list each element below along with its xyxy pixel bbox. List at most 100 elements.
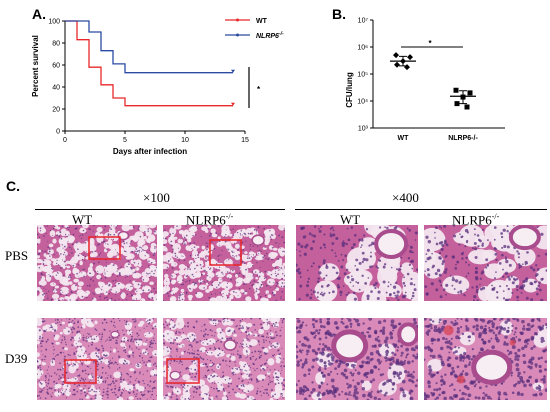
nucleus bbox=[278, 349, 280, 351]
nucleus bbox=[486, 395, 491, 400]
col-nlrp6-low-label: NLRP6-/- bbox=[186, 212, 234, 228]
nucleus bbox=[139, 398, 142, 400]
nucleus bbox=[165, 293, 167, 295]
nucleus bbox=[270, 381, 273, 383]
nucleus bbox=[45, 340, 48, 343]
nucleus bbox=[210, 250, 212, 252]
alveolar-space bbox=[65, 281, 70, 286]
nucleus bbox=[175, 348, 178, 351]
nucleus bbox=[75, 343, 77, 345]
alveolar-space bbox=[67, 295, 76, 301]
nucleus bbox=[116, 329, 119, 332]
nucleus bbox=[40, 285, 42, 287]
nucleus bbox=[215, 395, 218, 398]
nucleus bbox=[78, 374, 81, 377]
nucleus bbox=[528, 383, 533, 387]
nucleus bbox=[269, 380, 271, 382]
nucleus bbox=[399, 360, 403, 364]
nucleus bbox=[44, 355, 47, 358]
nucleus bbox=[45, 251, 47, 253]
nucleus bbox=[360, 246, 362, 249]
nucleus bbox=[305, 293, 309, 297]
nucleus bbox=[530, 347, 534, 350]
nucleus bbox=[478, 238, 481, 242]
nucleus bbox=[282, 299, 284, 301]
nucleus bbox=[127, 339, 130, 342]
nucleus bbox=[376, 267, 379, 270]
nucleus bbox=[214, 324, 217, 327]
nucleus bbox=[231, 353, 233, 355]
nucleus bbox=[82, 355, 85, 357]
nucleus bbox=[249, 287, 251, 290]
nucleus bbox=[174, 386, 177, 389]
nucleus bbox=[147, 228, 150, 230]
vessel bbox=[374, 229, 409, 259]
nucleus bbox=[91, 319, 93, 322]
nucleus bbox=[102, 391, 105, 394]
nucleus bbox=[86, 340, 88, 342]
nucleus bbox=[88, 353, 90, 355]
nucleus bbox=[494, 253, 498, 256]
nucleus bbox=[137, 344, 140, 346]
nucleus bbox=[331, 226, 334, 229]
nucleus bbox=[266, 352, 268, 354]
nucleus bbox=[129, 245, 131, 248]
nucleus bbox=[112, 238, 115, 241]
nucleus bbox=[515, 278, 519, 281]
nucleus bbox=[323, 233, 326, 236]
nucleus bbox=[106, 387, 109, 390]
nucleus bbox=[267, 322, 269, 324]
alveolar-space bbox=[135, 266, 140, 271]
nucleus bbox=[431, 320, 435, 323]
nucleus bbox=[38, 267, 41, 269]
nucleus bbox=[91, 251, 94, 253]
survival-y-tick-label: 40 bbox=[52, 85, 60, 92]
nucleus bbox=[378, 361, 382, 365]
alveolar-space bbox=[88, 374, 94, 380]
nucleus bbox=[282, 268, 284, 270]
nucleus bbox=[80, 393, 82, 395]
nucleus bbox=[279, 357, 282, 359]
nucleus bbox=[270, 336, 272, 338]
nucleus bbox=[390, 381, 393, 384]
alveolar-space bbox=[346, 246, 376, 271]
nucleus bbox=[367, 277, 370, 279]
nucleus bbox=[505, 256, 507, 258]
nucleus bbox=[532, 268, 536, 272]
nucleus bbox=[83, 253, 85, 255]
nucleus bbox=[367, 393, 371, 397]
survival-x-tick-label: 10 bbox=[181, 137, 189, 144]
nucleus bbox=[155, 374, 157, 377]
nucleus bbox=[121, 292, 123, 294]
nucleus bbox=[163, 237, 165, 239]
nucleus bbox=[47, 297, 49, 300]
nucleus bbox=[209, 398, 212, 400]
nucleus bbox=[215, 232, 218, 235]
nucleus bbox=[63, 352, 65, 354]
nucleus bbox=[89, 284, 91, 286]
nucleus bbox=[443, 270, 447, 274]
nucleus bbox=[267, 258, 270, 260]
nucleus bbox=[502, 290, 505, 292]
nucleus bbox=[53, 225, 56, 228]
alveolar-space bbox=[182, 374, 190, 381]
nucleus bbox=[404, 291, 407, 294]
nucleus bbox=[240, 384, 243, 387]
nucleus bbox=[466, 354, 470, 358]
alveolar-space bbox=[64, 347, 68, 351]
vessel bbox=[117, 230, 130, 241]
alveolar-space bbox=[272, 290, 277, 295]
nucleus bbox=[248, 374, 251, 378]
nucleus bbox=[507, 287, 510, 291]
nucleus bbox=[78, 253, 80, 254]
nucleus bbox=[254, 271, 257, 273]
nucleus bbox=[544, 360, 547, 364]
nucleus bbox=[76, 272, 78, 275]
nucleus bbox=[544, 388, 547, 392]
nucleus bbox=[461, 257, 464, 260]
nucleus bbox=[147, 273, 149, 275]
nucleus bbox=[84, 225, 86, 226]
nucleus bbox=[249, 248, 251, 250]
nucleus bbox=[140, 277, 142, 279]
